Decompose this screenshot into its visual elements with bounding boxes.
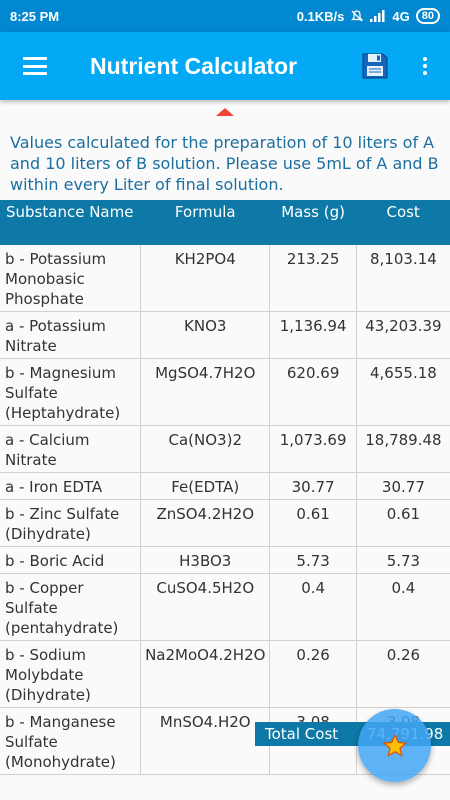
- app-bar: Nutrient Calculator: [0, 32, 450, 100]
- cell-substance-name: b - Zinc Sulfate (Dihydrate): [0, 499, 142, 547]
- signal-icon: [370, 10, 385, 22]
- cell-mass: 213.25: [269, 245, 357, 312]
- cell-substance-name: b - Copper Sulfate (pentahydrate): [0, 573, 142, 641]
- app-title: Nutrient Calculator: [90, 52, 298, 79]
- cell-formula: CuSO4.5H2O: [140, 573, 271, 641]
- total-cost-label: Total Cost: [265, 725, 339, 743]
- cell-substance-name: b - Manganese Sulfate (Monohydrate): [0, 707, 142, 775]
- collapse-arrow-icon[interactable]: [216, 108, 234, 116]
- cell-cost: 0.4: [356, 573, 450, 641]
- cell-substance-name: b - Potassium Monobasic Phosphate: [0, 245, 142, 312]
- network-type: 4G: [392, 8, 410, 24]
- cell-substance-name: a - Calcium Nitrate: [0, 425, 142, 473]
- table-row: a - Iron EDTA Fe(EDTA) 30.77 30.77: [0, 472, 450, 500]
- status-bar: 8:25 PM 0.1KB/s 4G 80: [0, 0, 450, 32]
- menu-button[interactable]: [0, 32, 70, 100]
- cell-formula: ZnSO4.2H2O: [140, 499, 271, 547]
- cell-formula: Na2MoO4.2H2O: [140, 640, 271, 708]
- cell-substance-name: b - Boric Acid: [0, 546, 142, 574]
- save-button[interactable]: [350, 32, 400, 100]
- cell-substance-name: b - Sodium Molybdate (Dihydrate): [0, 640, 142, 708]
- cell-formula: Fe(EDTA): [140, 472, 271, 500]
- cell-mass: 30.77: [269, 472, 357, 500]
- cell-cost: 0.61: [356, 499, 450, 547]
- cell-formula: H3BO3: [140, 546, 271, 574]
- cell-cost: 30.77: [356, 472, 450, 500]
- cell-cost: 8,103.14: [356, 245, 450, 312]
- save-icon: [362, 53, 388, 79]
- cell-mass: 620.69: [269, 358, 357, 426]
- cell-mass: 0.4: [269, 573, 357, 641]
- table-row: b - Copper Sulfate (pentahydrate) CuSO4.…: [0, 573, 450, 641]
- table-row: b - Sodium Molybdate (Dihydrate) Na2MoO4…: [0, 640, 450, 708]
- table-row: b - Potassium Monobasic Phosphate KH2PO4…: [0, 245, 450, 312]
- cell-mass: 1,136.94: [269, 311, 357, 359]
- cell-substance-name: a - Potassium Nitrate: [0, 311, 142, 359]
- cell-formula: KH2PO4: [140, 245, 271, 312]
- nutrient-table: Substance Name Formula Mass (g) Cost b -…: [0, 200, 450, 775]
- cell-mass: 0.26: [269, 640, 357, 708]
- more-vert-icon: [423, 57, 427, 75]
- cell-cost: 5.73: [356, 546, 450, 574]
- header-formula: Formula: [174, 203, 236, 221]
- cell-substance-name: a - Iron EDTA: [0, 472, 142, 500]
- mute-icon: [351, 10, 364, 22]
- cell-substance-name: b - Magnesium Sulfate (Heptahydrate): [0, 358, 142, 426]
- cell-mass: 0.61: [269, 499, 357, 547]
- more-options-button[interactable]: [400, 32, 450, 100]
- cell-mass: 5.73: [269, 546, 357, 574]
- favorite-fab-button[interactable]: [358, 709, 431, 782]
- header-substance-name: Substance Name: [6, 203, 134, 221]
- header-mass: Mass (g): [281, 203, 345, 221]
- cell-formula: KNO3: [140, 311, 271, 359]
- star-icon: [383, 734, 406, 756]
- header-cost: Cost: [386, 203, 420, 221]
- cell-mass: 1,073.69: [269, 425, 357, 473]
- cell-cost: 43,203.39: [356, 311, 450, 359]
- battery-indicator: 80: [415, 8, 440, 24]
- info-text: Values calculated for the preparation of…: [10, 133, 439, 194]
- cell-cost: 18,789.48: [356, 425, 450, 473]
- cell-formula: MgSO4.7H2O: [140, 358, 271, 426]
- hamburger-icon: [23, 57, 47, 75]
- cell-cost: 0.26: [356, 640, 450, 708]
- status-time: 8:25 PM: [10, 8, 60, 24]
- cell-formula: Ca(NO3)2: [140, 425, 271, 473]
- table-row: b - Boric Acid H3BO3 5.73 5.73: [0, 546, 450, 574]
- table-row: a - Calcium Nitrate Ca(NO3)2 1,073.69 18…: [0, 425, 450, 473]
- table-row: b - Magnesium Sulfate (Heptahydrate) MgS…: [0, 358, 450, 426]
- table-row: a - Potassium Nitrate KNO3 1,136.94 43,2…: [0, 311, 450, 359]
- network-speed: 0.1KB/s: [296, 8, 345, 24]
- table-row: b - Zinc Sulfate (Dihydrate) ZnSO4.2H2O …: [0, 499, 450, 547]
- cell-formula: MnSO4.H2O: [140, 707, 271, 775]
- table-header-row: Substance Name Formula Mass (g) Cost: [0, 200, 450, 245]
- cell-cost: 4,655.18: [356, 358, 450, 426]
